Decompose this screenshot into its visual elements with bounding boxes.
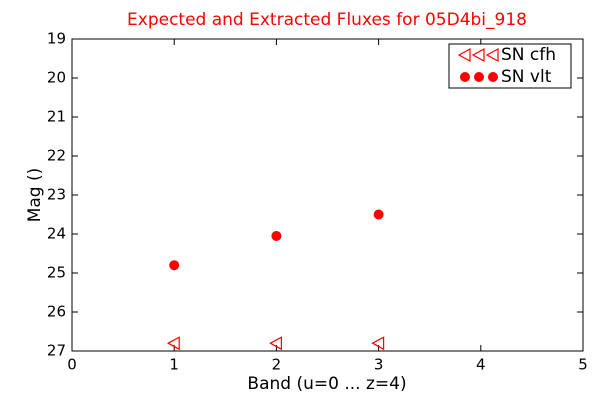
point [169, 260, 180, 271]
legend-box [448, 43, 572, 89]
y-tick-label: 20 [47, 69, 66, 87]
y-tick-label: 25 [47, 264, 66, 282]
legend-marker [488, 72, 498, 82]
y-tick-label: 23 [47, 186, 66, 204]
x-tick-label: 5 [578, 356, 588, 374]
legend-marker [460, 72, 470, 82]
x-tick-label: 2 [272, 356, 282, 374]
legend-marker [471, 47, 485, 63]
point [373, 209, 384, 220]
point [371, 336, 385, 351]
x-tick-label: 4 [476, 356, 486, 374]
y-tick-label: 26 [47, 303, 66, 321]
x-tick-label: 3 [374, 356, 384, 374]
legend-label: SN vlt [501, 67, 552, 87]
y-tick-label: 27 [47, 342, 66, 360]
x-axis-label: Band (u=0 ... z=4) [247, 374, 406, 394]
y-tick-label: 24 [47, 225, 66, 243]
x-tick-label: 0 [67, 356, 77, 374]
y-tick-label: 22 [47, 147, 66, 165]
chart-title: Expected and Extracted Fluxes for 05D4bi… [127, 10, 527, 30]
y-tick-label: 19 [47, 30, 66, 48]
legend-marker [485, 47, 499, 63]
point [271, 230, 282, 241]
legend-label: SN cfh [501, 45, 556, 65]
legend-marker [457, 47, 471, 63]
point [166, 336, 180, 351]
legend-marker [474, 72, 484, 82]
y-tick-label: 21 [47, 108, 66, 126]
y-axis-label: Mag () [25, 168, 45, 223]
x-tick-label: 1 [169, 356, 179, 374]
point [269, 336, 282, 351]
